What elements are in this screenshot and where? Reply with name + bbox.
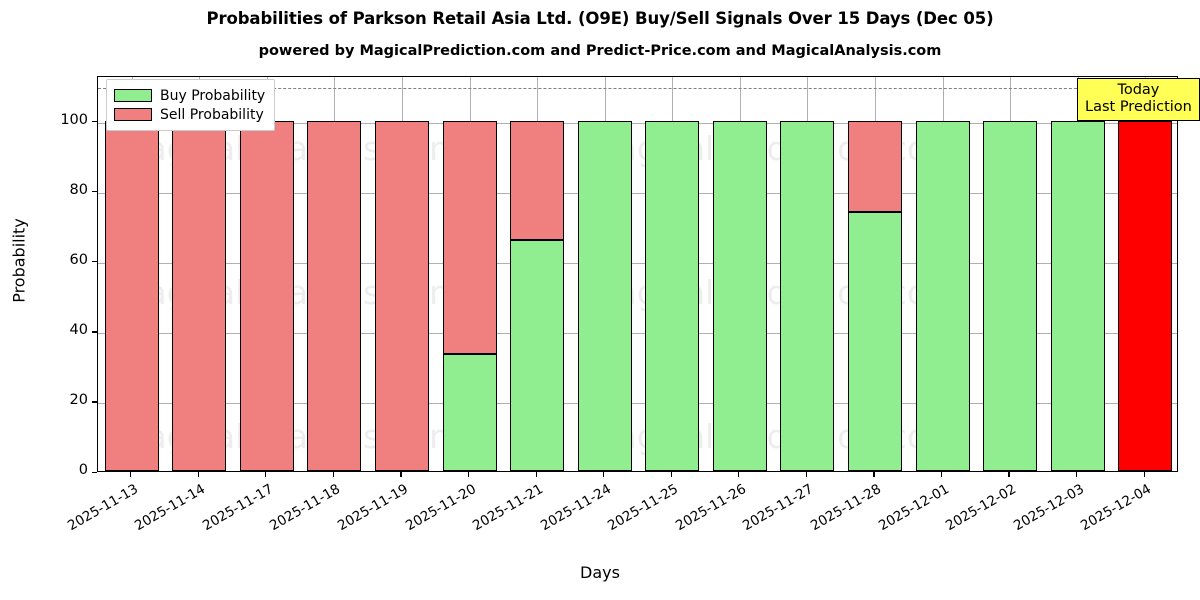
chart-legend: Buy Probability Sell Probability (106, 79, 276, 131)
legend-item-sell: Sell Probability (114, 105, 265, 124)
bar-segment-buy[interactable] (645, 120, 700, 471)
chart-subtitle: powered by MagicalPrediction.com and Pre… (258, 43, 942, 59)
bar-group[interactable] (577, 77, 632, 471)
y-tick-label: 100 (60, 111, 88, 128)
x-tick-mark (535, 472, 537, 477)
bar-group[interactable] (375, 77, 430, 471)
bar-group[interactable] (847, 77, 902, 471)
bars-layer (98, 77, 1177, 471)
legend-item-buy: Buy Probability (114, 86, 265, 105)
bar-group[interactable] (510, 77, 565, 471)
x-tick-mark (670, 472, 672, 477)
legend-swatch-sell (114, 108, 152, 121)
legend-swatch-buy (114, 89, 152, 102)
y-tick-label: 80 (69, 181, 88, 198)
y-tick-mark (92, 471, 97, 473)
bar-segment-sell[interactable] (307, 120, 362, 471)
bar-segment-sell[interactable] (510, 120, 565, 240)
y-tick-label: 20 (69, 391, 88, 408)
bar-segment-sell[interactable] (375, 120, 430, 471)
y-tick-mark (92, 261, 97, 263)
y-tick-label: 40 (69, 321, 88, 338)
x-tick-mark (1143, 472, 1145, 477)
gridline-horizontal (98, 332, 1177, 334)
today-line-2: Last Prediction (1085, 98, 1192, 115)
x-tick-mark (873, 472, 875, 477)
x-tick-mark (197, 472, 199, 477)
bar-segment-sell[interactable] (172, 120, 227, 471)
plot-area: MagicalAnalysis.comMagicalPrediction.com… (97, 76, 1178, 472)
bar-segment-buy[interactable] (442, 354, 497, 471)
bar-segment-sell[interactable] (847, 120, 902, 212)
page-title: Probabilities of Parkson Retail Asia Ltd… (206, 9, 994, 28)
gridline-horizontal (98, 122, 1177, 124)
bar-group[interactable] (442, 77, 497, 471)
x-tick-mark (467, 472, 470, 477)
threshold-dashed-line (98, 87, 1177, 89)
bar-segment-buy[interactable] (1050, 120, 1105, 471)
bar-group[interactable] (1118, 77, 1173, 471)
bar-group[interactable] (983, 77, 1038, 471)
y-tick-label: 60 (69, 251, 88, 268)
bar-segment-sell[interactable] (442, 120, 497, 355)
bar-segment-buy[interactable] (780, 120, 835, 471)
x-tick-mark (603, 472, 605, 477)
bar-group[interactable] (915, 77, 970, 471)
bar-group[interactable] (780, 77, 835, 471)
x-tick-mark (265, 472, 267, 477)
x-tick-mark (1008, 472, 1010, 477)
bar-segment-buy[interactable] (712, 120, 767, 471)
legend-label-buy: Buy Probability (160, 87, 266, 104)
y-tick-mark (92, 191, 97, 193)
x-tick-mark (130, 472, 132, 477)
y-axis-label: Probability (9, 218, 29, 303)
x-tick-mark (332, 472, 335, 477)
y-tick-label: 0 (78, 462, 88, 478)
bar-group[interactable] (307, 77, 362, 471)
y-tick-mark (92, 121, 97, 123)
gridline-horizontal (98, 262, 1177, 264)
bar-group[interactable] (1050, 77, 1105, 471)
bar-segment-buy[interactable] (510, 239, 565, 471)
x-tick-mark (805, 472, 807, 477)
x-tick-mark (1076, 472, 1078, 477)
gridline-horizontal (98, 192, 1177, 194)
y-tick-mark (92, 331, 97, 333)
y-tick-mark (92, 401, 97, 403)
bar-segment-buy[interactable] (983, 120, 1038, 471)
bar-segment-buy[interactable] (915, 120, 970, 471)
x-axis-label: Days (580, 563, 620, 582)
bar-group[interactable] (645, 77, 700, 471)
bar-segment-today[interactable] (1118, 120, 1173, 471)
bar-group[interactable] (172, 77, 227, 471)
legend-label-sell: Sell Probability (160, 106, 264, 123)
bar-group[interactable] (712, 77, 767, 471)
bar-segment-sell[interactable] (239, 120, 294, 471)
gridline-horizontal (98, 402, 1177, 404)
today-annotation: Today Last Prediction (1077, 78, 1200, 121)
bar-group[interactable] (104, 77, 159, 471)
x-tick-mark (738, 472, 740, 477)
today-line-1: Today (1117, 82, 1160, 98)
bar-segment-buy[interactable] (847, 211, 902, 471)
bar-segment-sell[interactable] (104, 120, 159, 471)
x-tick-mark (400, 472, 402, 477)
x-tick-mark (940, 472, 943, 477)
bar-group[interactable] (239, 77, 294, 471)
bar-segment-buy[interactable] (577, 120, 632, 471)
